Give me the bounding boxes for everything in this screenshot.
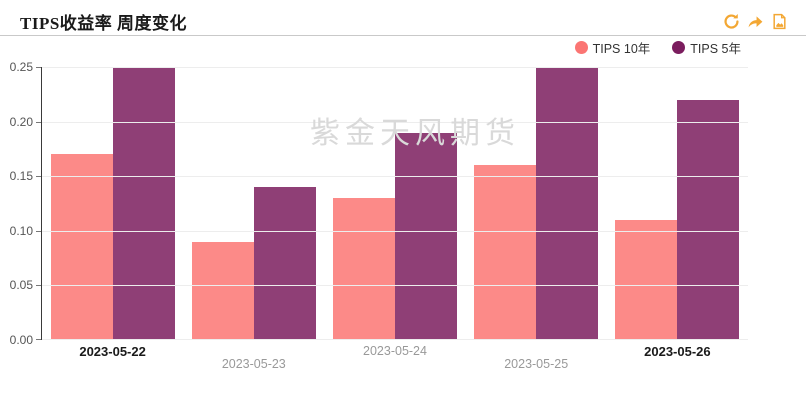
plot-area: 0.00 0.05 0.10 0.15 0.20 0.25: [10, 60, 748, 347]
bar[interactable]: [333, 198, 395, 340]
gridline: [42, 339, 748, 340]
share-icon[interactable]: [747, 13, 764, 30]
x-tick-label: 2023-05-25: [504, 357, 569, 371]
y-tick-label: 0.20: [9, 115, 33, 129]
y-axis-tick: [36, 339, 41, 340]
bar-group: [607, 67, 748, 340]
legend-marker-icon: [574, 41, 588, 54]
y-tick-label: 0.10: [9, 224, 33, 238]
gridline: [42, 285, 748, 286]
x-axis-labels: 2023-05-22 2023-05-23 2023-05-24 2023-05-25…: [42, 340, 748, 376]
bar[interactable]: [677, 99, 740, 340]
gridline: [42, 176, 748, 177]
y-tick-label: 0.15: [9, 169, 33, 183]
y-axis-tick: [36, 122, 41, 123]
chart-legend: TIPS 10年 TIPS 5年: [574, 38, 741, 57]
bar[interactable]: [253, 187, 316, 340]
x-tick-label: 2023-05-22: [79, 344, 146, 359]
y-axis-tick: [36, 176, 41, 177]
bar[interactable]: [395, 132, 457, 340]
y-axis-line: [41, 67, 42, 340]
y-axis-tick: [36, 67, 41, 68]
bar-group: [466, 67, 607, 340]
header-divider: [0, 35, 806, 36]
bar[interactable]: [112, 67, 175, 340]
refresh-icon[interactable]: [723, 13, 740, 30]
x-tick-label: 2023-05-26: [644, 344, 711, 359]
y-axis-tick: [36, 231, 41, 232]
bar-group: [324, 67, 465, 340]
legend-marker-icon: [672, 41, 686, 54]
bar-group: [183, 67, 324, 340]
bar[interactable]: [50, 154, 113, 340]
legend-item[interactable]: TIPS 10年: [574, 38, 651, 57]
gridline: [42, 231, 748, 232]
x-tick-label: 2023-05-23: [221, 357, 286, 371]
y-tick-label: 0.05: [9, 278, 33, 292]
bar[interactable]: [191, 241, 254, 340]
save-image-icon[interactable]: [771, 13, 788, 30]
x-tick-label: 2023-05-24: [363, 344, 427, 358]
bar[interactable]: [615, 219, 678, 340]
bar[interactable]: [474, 165, 537, 340]
gridline: [42, 122, 748, 123]
y-tick-label: 0.25: [9, 60, 33, 74]
y-axis-tick: [36, 285, 41, 286]
legend-label: TIPS 5年: [690, 42, 741, 56]
bar-groups: [42, 67, 748, 340]
chart-toolbox: [723, 13, 788, 30]
legend-item[interactable]: TIPS 5年: [672, 38, 741, 57]
page-title: TIPS收益率 周度变化: [20, 14, 188, 33]
gridline: [42, 67, 748, 68]
bar[interactable]: [536, 67, 599, 340]
bar-group: [42, 67, 183, 340]
legend-label: TIPS 10年: [592, 42, 651, 56]
y-tick-label: 0.00: [9, 333, 33, 347]
